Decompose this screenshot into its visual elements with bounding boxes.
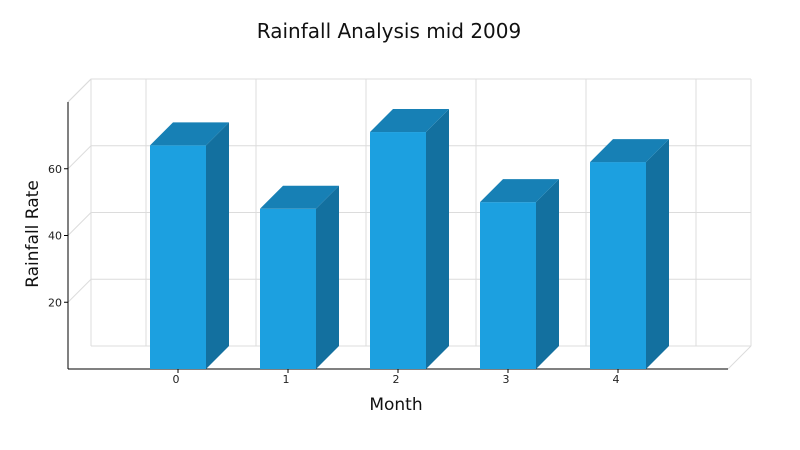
x-tick-label: 4 [613, 373, 620, 386]
bar-side [426, 109, 449, 369]
bar-side [316, 185, 339, 369]
bar-front [590, 162, 646, 369]
floor-right-edge [727, 345, 752, 370]
y-tick-label: 20 [48, 296, 62, 309]
y-tick-label: 40 [48, 230, 62, 243]
bar-front [150, 145, 206, 369]
bar-front [260, 208, 316, 369]
x-tick-label: 3 [503, 373, 510, 386]
y-axis-title: Rainfall Rate [23, 180, 43, 288]
gridline-wall [67, 145, 92, 170]
x-tick-label: 0 [173, 373, 180, 386]
gridline-wall [67, 278, 92, 303]
chart-title: Rainfall Analysis mid 2009 [257, 19, 521, 43]
bar-top [590, 139, 669, 163]
bar-top [480, 179, 559, 203]
x-tick-label: 1 [283, 373, 290, 386]
bar-side [206, 122, 229, 369]
x-tick-label: 2 [393, 373, 400, 386]
bar-top [260, 185, 339, 209]
bar-top [150, 122, 229, 146]
x-axis-title: Month [369, 395, 422, 415]
bar-front [370, 132, 426, 369]
bar-side [646, 139, 669, 369]
bar-front [480, 202, 536, 369]
plot-area: 20 40 60 0 1 2 3 4 [48, 78, 752, 386]
bar-side [536, 179, 559, 369]
bar-top [370, 109, 449, 133]
y-tick-label: 60 [48, 163, 62, 176]
wall-top-edge [67, 78, 92, 103]
gridline-wall [67, 212, 92, 236]
